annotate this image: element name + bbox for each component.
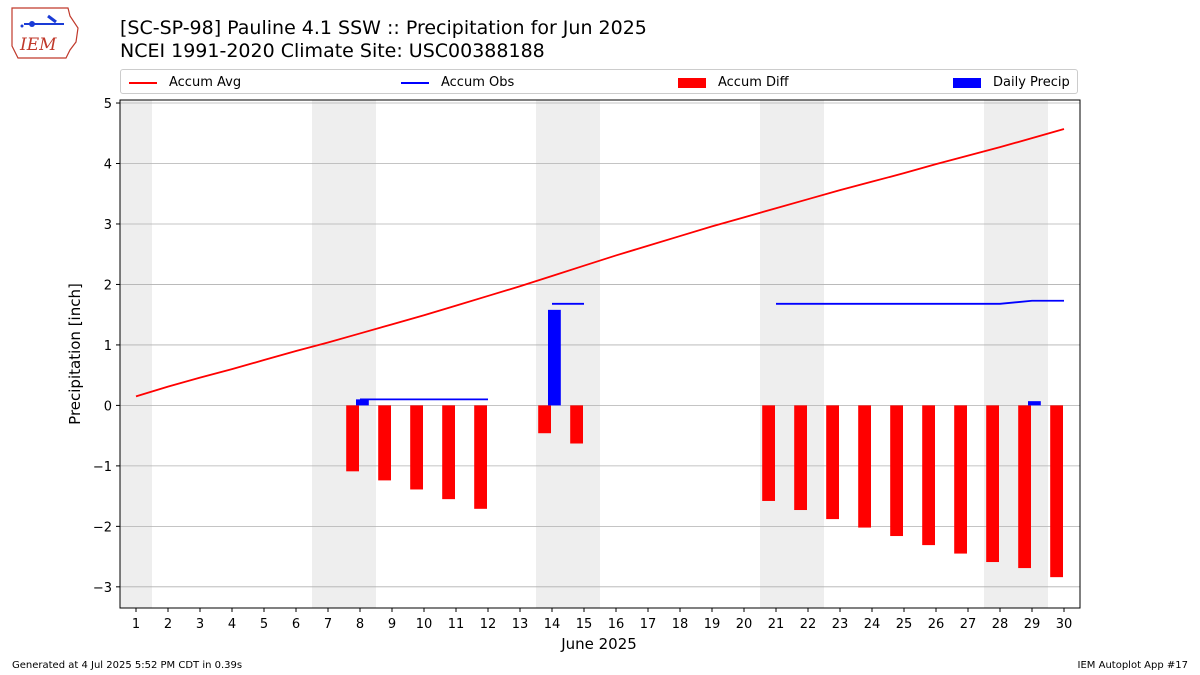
gridlines-group <box>120 102 1080 588</box>
x-tick-label: 7 <box>324 617 332 632</box>
x-tick-label: 4 <box>228 617 236 632</box>
y-axis-label: Precipitation [inch] <box>66 283 84 425</box>
x-tick-label: 24 <box>864 617 881 632</box>
accum-diff-bar <box>410 405 423 490</box>
x-tick-label: 2 <box>164 617 172 632</box>
legend-label-daily-precip: Daily Precip <box>993 75 1070 90</box>
legend-swatch-accum-diff <box>678 78 706 88</box>
legend-swatch-accum-obs <box>401 82 429 84</box>
x-tick-label: 29 <box>1024 617 1041 632</box>
accum-diff-bar <box>442 405 455 500</box>
accum-diff-bar <box>794 405 807 511</box>
weekend-shade <box>536 100 600 608</box>
legend-swatch-accum-avg <box>129 82 157 84</box>
y-tick-label: 0 <box>104 399 112 414</box>
y-tick-label: 5 <box>104 97 112 112</box>
accum-diff-bar <box>346 405 359 472</box>
x-tick-label: 8 <box>356 617 364 632</box>
x-tick-label: 28 <box>992 617 1009 632</box>
y-tick-label: −2 <box>93 520 112 535</box>
accum-diff-bar <box>986 405 999 563</box>
accum-diff-bar <box>570 405 583 444</box>
legend-label-accum-diff: Accum Diff <box>718 75 789 90</box>
accum-diff-bar <box>1018 405 1031 569</box>
x-tick-label: 16 <box>608 617 625 632</box>
bars-group <box>346 309 1063 578</box>
lines-group <box>135 128 1065 401</box>
accum-diff-bar <box>826 405 839 520</box>
x-tick-label: 15 <box>576 617 593 632</box>
x-tick-label: 1 <box>132 617 140 632</box>
x-tick-label: 12 <box>480 617 497 632</box>
x-tick-label: 27 <box>960 617 977 632</box>
accum-diff-bar <box>922 405 935 546</box>
x-tick-label: 13 <box>512 617 529 632</box>
x-tick-label: 22 <box>800 617 817 632</box>
weekend-shading-group <box>120 100 1048 608</box>
legend-swatch-daily-precip <box>953 78 981 88</box>
accum-diff-bar <box>474 405 487 509</box>
x-tick-label: 26 <box>928 617 945 632</box>
chart-title-line1: [SC-SP-98] Pauline 4.1 SSW :: Precipitat… <box>120 17 647 39</box>
x-tick-label: 6 <box>292 617 300 632</box>
weekend-shade <box>312 100 376 608</box>
x-tick-label: 19 <box>704 617 721 632</box>
y-tick-label: −1 <box>93 460 112 475</box>
daily-precip-bar <box>1028 401 1041 406</box>
x-tick-label: 21 <box>768 617 785 632</box>
y-tick-label: 3 <box>104 218 112 233</box>
iem-logo: IEM <box>11 7 79 59</box>
legend-item-accum-avg: Accum Avg <box>129 74 269 91</box>
y-tick-label: −3 <box>93 581 112 596</box>
legend-label-accum-obs: Accum Obs <box>441 75 515 90</box>
accum-diff-bar <box>954 405 967 554</box>
x-tick-label: 3 <box>196 617 204 632</box>
y-tick-label: 4 <box>104 158 112 173</box>
x-axis-label: June 2025 <box>560 635 637 653</box>
legend-item-accum-diff: Accum Diff <box>678 74 818 91</box>
x-tick-label: 17 <box>640 617 657 632</box>
x-tick-label: 23 <box>832 617 849 632</box>
x-tick-label: 20 <box>736 617 753 632</box>
chart-title-line2: NCEI 1991-2020 Climate Site: USC00388188 <box>120 40 545 62</box>
x-tick-label: 14 <box>544 617 561 632</box>
y-tick-label: 2 <box>104 278 112 293</box>
accum-diff-bar <box>762 405 775 501</box>
weekend-shade <box>120 100 152 608</box>
x-tick-label: 11 <box>448 617 465 632</box>
footer-generated-text: Generated at 4 Jul 2025 5:52 PM CDT in 0… <box>12 660 243 671</box>
iem-logo-text: IEM <box>19 35 57 55</box>
x-tick-label: 25 <box>896 617 913 632</box>
daily-precip-bar <box>356 399 369 406</box>
x-tick-label: 9 <box>388 617 396 632</box>
plot-frame <box>119 99 1081 609</box>
chart-legend: Accum Avg Accum Obs Accum Diff Daily Pre… <box>120 69 1078 94</box>
y-tick-label: 1 <box>104 339 112 354</box>
weekend-shade <box>760 100 824 608</box>
accum-diff-bar <box>890 405 903 537</box>
x-tick-label: 5 <box>260 617 268 632</box>
accum-diff-bar <box>858 405 871 528</box>
x-tick-label: 18 <box>672 617 689 632</box>
footer-app-text: IEM Autoplot App #17 <box>1077 660 1188 671</box>
accum-obs-line <box>776 299 1064 305</box>
legend-item-daily-precip: Daily Precip <box>953 74 1077 91</box>
daily-precip-bar <box>548 309 561 406</box>
legend-item-accum-obs: Accum Obs <box>401 74 541 91</box>
legend-label-accum-avg: Accum Avg <box>169 75 242 90</box>
accum-diff-bar <box>1050 405 1063 578</box>
x-tick-label: 10 <box>416 617 433 632</box>
x-tick-label: 30 <box>1056 617 1073 632</box>
accum-diff-bar <box>538 405 551 434</box>
accum-diff-bar <box>378 405 391 481</box>
accum-avg-line <box>135 128 1065 398</box>
